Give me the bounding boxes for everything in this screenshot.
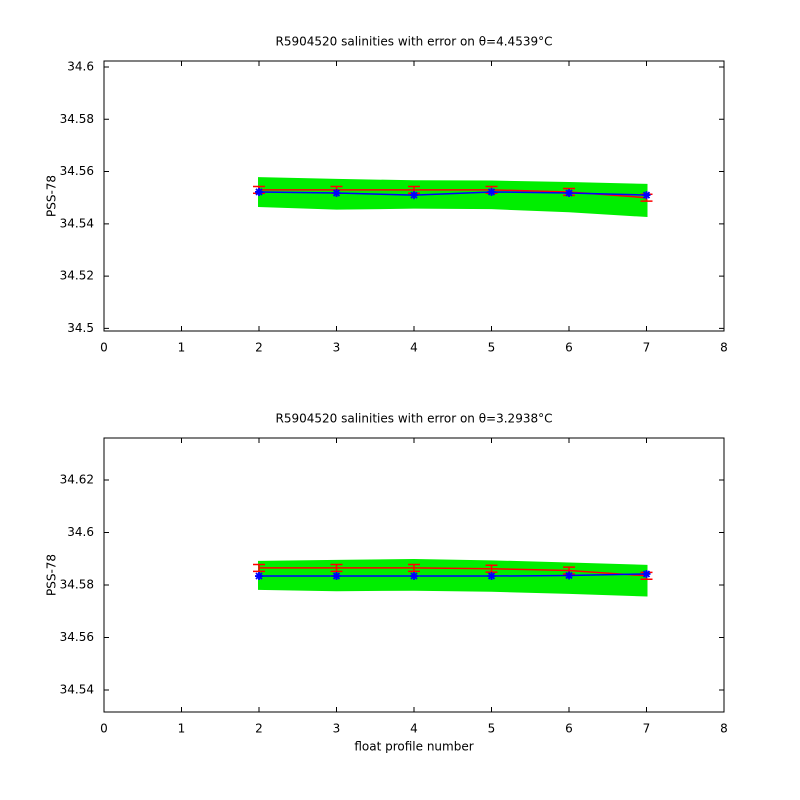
y-tick-label: 34.54: [60, 216, 94, 230]
x-axis-label: float profile number: [354, 740, 473, 754]
error-bar: [253, 563, 265, 573]
marker: [565, 188, 573, 197]
series-line: [259, 573, 647, 577]
marker: [565, 571, 573, 580]
marker: [410, 572, 418, 581]
chart-title: R5904520 salinities with error on θ=4.45…: [276, 35, 553, 49]
series-line: [258, 191, 647, 196]
chart-title: R5904520 salinities with error on θ=3.29…: [276, 412, 553, 426]
marker: [642, 191, 651, 200]
x-tick-label: 4: [410, 341, 418, 355]
y-tick-label: 34.54: [60, 682, 94, 696]
x-tick-label: 1: [178, 722, 186, 736]
error-bar: [330, 563, 343, 573]
y-tick-label: 34.58: [60, 112, 94, 126]
x-tick-label: 2: [255, 722, 263, 736]
x-tick-label: 7: [643, 341, 651, 355]
error-bar: [408, 563, 420, 573]
error-band: [258, 177, 648, 218]
x-tick-label: 0: [100, 341, 108, 355]
x-tick-label: 2: [255, 341, 263, 355]
x-tick-label: 0: [100, 722, 108, 736]
y-tick-label: 34.62: [60, 472, 94, 486]
marker: [642, 569, 651, 578]
series-line: [259, 567, 647, 577]
y-tick-label: 34.6: [67, 525, 94, 539]
y-tick-label: 34.5: [67, 321, 94, 335]
y-tick-label: 34.56: [60, 630, 94, 644]
y-axis-label: PSS-78: [45, 554, 59, 596]
x-tick-label: 6: [565, 341, 573, 355]
marker: [487, 187, 496, 196]
marker: [255, 187, 263, 196]
x-tick-label: 5: [488, 341, 496, 355]
x-tick-label: 1: [178, 341, 186, 355]
marker: [332, 188, 341, 197]
marker: [255, 572, 263, 581]
x-tick-label: 6: [565, 722, 573, 736]
x-tick-label: 5: [488, 722, 496, 736]
x-tick-label: 7: [643, 722, 651, 736]
y-tick-label: 34.58: [60, 577, 94, 591]
marker: [410, 191, 418, 200]
x-tick-label: 4: [410, 722, 418, 736]
x-tick-label: 3: [333, 341, 341, 355]
y-tick-label: 34.52: [60, 269, 94, 283]
x-tick-label: 3: [333, 722, 341, 736]
x-tick-label: 8: [720, 341, 728, 355]
error-band: [258, 559, 648, 597]
y-tick-label: 34.56: [60, 164, 94, 178]
y-tick-label: 34.6: [67, 60, 94, 74]
marker: [487, 572, 496, 581]
x-tick-label: 8: [720, 722, 728, 736]
y-axis-label: PSS-78: [45, 175, 59, 217]
marker: [332, 572, 341, 581]
